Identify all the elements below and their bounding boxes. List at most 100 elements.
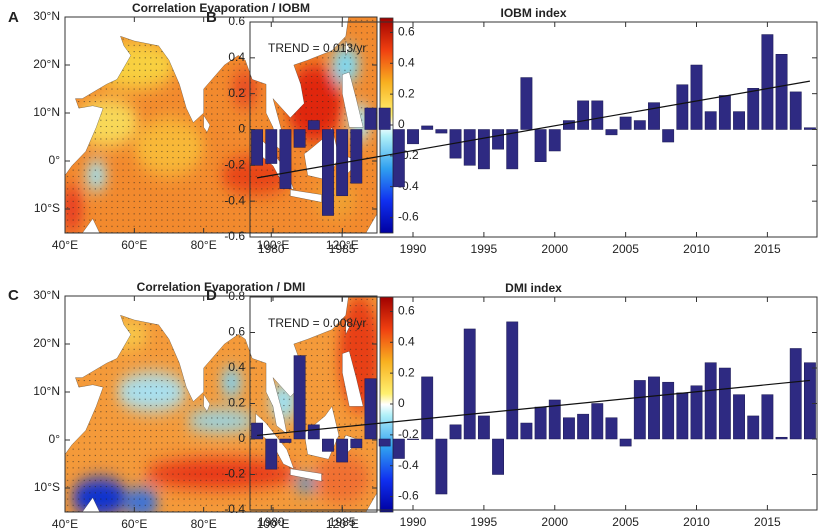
- chart-title: Correlation Evaporation / DMI: [137, 280, 306, 294]
- bar: [492, 129, 504, 150]
- bar: [563, 120, 575, 130]
- trend-line: [257, 379, 810, 437]
- map-c: [65, 296, 377, 512]
- bar: [733, 111, 745, 130]
- bar: [279, 129, 292, 189]
- y-tick-label: 10°S: [34, 480, 60, 494]
- y-tick-label: 0.4: [228, 50, 245, 64]
- y-tick-label: 0.4: [228, 360, 245, 374]
- bar: [251, 129, 264, 166]
- x-tick-label: 1990: [400, 515, 427, 529]
- bar: [251, 422, 264, 440]
- trend-annotation: TREND = 0.008/yr: [268, 316, 366, 330]
- bar: [506, 321, 519, 440]
- panel-letter: D: [206, 287, 217, 304]
- bar: [392, 438, 405, 459]
- x-tick-label: 1980: [258, 515, 285, 529]
- bar: [747, 415, 760, 440]
- x-tick-label: 60°E: [121, 517, 147, 531]
- x-tick-label: 2000: [541, 242, 568, 256]
- colorbar-tick-label: 0.2: [398, 86, 415, 100]
- x-tick-label: 1985: [329, 242, 356, 256]
- bar: [477, 129, 490, 170]
- bar: [747, 88, 760, 130]
- bar: [307, 424, 320, 440]
- colorbar-tick-label: -0.2: [398, 427, 419, 441]
- colorbar-tick-label: 0: [398, 117, 405, 131]
- bar: [789, 91, 802, 130]
- bar: [633, 380, 646, 440]
- bar: [690, 385, 703, 440]
- colorbar-tick-label: -0.4: [398, 458, 419, 472]
- x-tick-label: 2010: [683, 242, 710, 256]
- colorbar-tick-label: -0.6: [398, 489, 419, 503]
- axes-frame: [64, 295, 378, 513]
- map-a: [65, 17, 377, 233]
- bar: [718, 95, 731, 130]
- bar: [322, 129, 334, 216]
- bar: [421, 376, 434, 440]
- colorbar-tick-label: 0.2: [398, 365, 415, 379]
- y-tick-label: 0: [238, 431, 245, 445]
- bar: [407, 129, 419, 145]
- chart-title: IOBM index: [500, 6, 566, 20]
- bar: [279, 438, 292, 443]
- bar: [392, 129, 405, 188]
- bar: [591, 100, 604, 130]
- bar: [704, 111, 717, 130]
- y-tick-label: 0.2: [228, 86, 245, 100]
- panel-letter: A: [8, 9, 19, 26]
- bar: [350, 129, 363, 184]
- y-tick-label: 10°N: [33, 105, 60, 119]
- x-tick-label: 2010: [683, 515, 710, 529]
- colorbar-tick-label: 0.6: [398, 304, 415, 318]
- x-tick-label: 1995: [471, 242, 498, 256]
- bar: [690, 64, 703, 130]
- bar: [548, 399, 561, 440]
- bar: [775, 436, 788, 440]
- y-tick-label: -0.2: [224, 158, 245, 172]
- x-tick-label: 1990: [400, 242, 427, 256]
- bar: [648, 102, 660, 130]
- bar: [407, 438, 419, 440]
- y-tick-label: -0.4: [224, 193, 245, 207]
- bar: [577, 100, 590, 130]
- x-tick-label: 1980: [258, 242, 285, 256]
- colorbar-tick-label: 0.4: [398, 334, 415, 348]
- bar: [307, 120, 320, 130]
- bar: [364, 378, 377, 440]
- bar: [477, 415, 490, 440]
- y-tick-label: 0.8: [228, 289, 245, 303]
- bar: [435, 438, 448, 495]
- x-tick-label: 2015: [754, 515, 781, 529]
- bar: [761, 394, 774, 440]
- bar: [293, 129, 306, 148]
- bar: [577, 413, 590, 440]
- bar: [676, 392, 689, 440]
- bar: [704, 362, 717, 440]
- bar: [733, 394, 745, 440]
- y-tick-label: 20°N: [33, 336, 60, 350]
- y-tick-label: 0: [238, 122, 245, 136]
- bar: [534, 406, 547, 440]
- bar: [449, 424, 462, 440]
- x-tick-label: 100°E: [257, 517, 290, 531]
- bar: [364, 107, 377, 130]
- bar: [435, 129, 448, 134]
- x-tick-label: 1985: [329, 515, 356, 529]
- y-tick-label: 30°N: [33, 9, 60, 23]
- bar: [775, 54, 788, 130]
- colorbar-tick-label: 0.4: [398, 55, 415, 69]
- bar: [265, 438, 278, 470]
- bar: [463, 328, 476, 440]
- bar: [789, 348, 802, 440]
- bar: [676, 84, 689, 130]
- bar: [520, 77, 533, 130]
- x-tick-label: 120°E: [326, 517, 359, 531]
- colorbar-tick-label: -0.6: [398, 210, 419, 224]
- bar: [761, 34, 774, 130]
- y-tick-label: 20°N: [33, 57, 60, 71]
- x-tick-label: 80°E: [191, 517, 217, 531]
- bar: [803, 362, 816, 440]
